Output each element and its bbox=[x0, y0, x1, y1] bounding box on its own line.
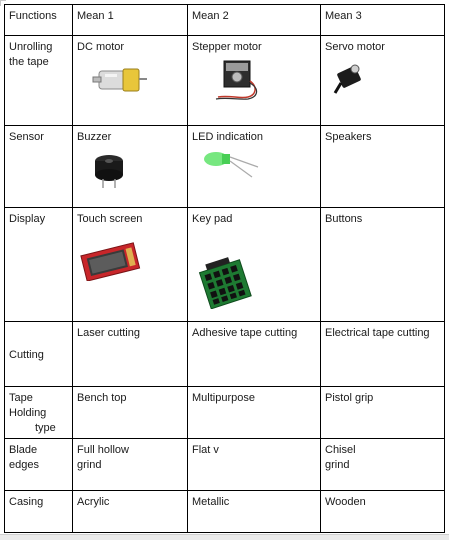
function-label-line-3: type bbox=[35, 422, 56, 434]
header-functions-label: Functions bbox=[9, 10, 57, 22]
function-label-casing: Casing bbox=[9, 496, 44, 508]
row-sensor: Sensor Buzzer LED indication Speakers bbox=[4, 125, 445, 208]
mean-cell-wooden: Wooden bbox=[320, 490, 445, 533]
mean-cell-acrylic: Acrylic bbox=[72, 490, 188, 533]
mean-label-line-1: Full hollow bbox=[77, 444, 129, 456]
function-cell-cutting: Cutting bbox=[4, 321, 73, 387]
mean-label-line-1: Chisel bbox=[325, 444, 356, 456]
mean-cell-stepper-motor: Stepper motor bbox=[187, 35, 321, 126]
function-cell-display: Display bbox=[4, 207, 73, 322]
mean-label-dc-motor: DC motor bbox=[77, 41, 125, 53]
mean-cell-metallic: Metallic bbox=[187, 490, 321, 533]
mean-label-buzzer: Buzzer bbox=[77, 131, 112, 143]
mean-cell-full-hollow-grind: Full hollow grind bbox=[72, 438, 188, 491]
row-casing: Casing Acrylic Metallic Wooden bbox=[4, 490, 445, 533]
row-cutting: Cutting Laser cutting Adhesive tape cutt… bbox=[4, 321, 445, 387]
function-label-line-1: Unrolling bbox=[9, 41, 53, 53]
buzzer-image bbox=[95, 155, 123, 188]
function-cell-sensor: Sensor bbox=[4, 125, 73, 208]
function-label-line-1: Blade bbox=[9, 444, 38, 456]
function-label-display: Display bbox=[9, 213, 46, 225]
morphological-chart-table: Functions Mean 1 Mean 2 Mean 3 Unrolling… bbox=[4, 4, 445, 533]
mean-label-multipurpose: Multipurpose bbox=[192, 392, 255, 404]
row-unrolling: Unrolling the tape DC motor Stepper moto… bbox=[4, 35, 445, 126]
page-corner-mark bbox=[0, 0, 6, 6]
mean-label-pistol-grip: Pistol grip bbox=[325, 392, 374, 404]
function-label-line-2: edges bbox=[9, 459, 39, 471]
mean-label-line-2: grind bbox=[325, 459, 350, 471]
mean-label-metallic: Metallic bbox=[192, 496, 230, 508]
dc-motor-image bbox=[92, 68, 147, 92]
mean-label-speakers: Speakers bbox=[325, 131, 372, 143]
mean-label-stepper-motor: Stepper motor bbox=[192, 41, 262, 53]
function-cell-tape-holding: Tape Holding type bbox=[4, 386, 73, 439]
mean-label-servo-motor: Servo motor bbox=[325, 41, 385, 53]
mean-label-acrylic: Acrylic bbox=[77, 496, 110, 508]
mean-label-touch-screen: Touch screen bbox=[77, 213, 143, 225]
header-mean-1-label: Mean 1 bbox=[77, 10, 114, 22]
servo-motor-image bbox=[333, 64, 361, 94]
function-label-cutting: Cutting bbox=[9, 348, 44, 361]
header-mean-3-label: Mean 3 bbox=[325, 10, 362, 22]
mean-cell-laser-cutting: Laser cutting bbox=[72, 321, 188, 387]
mean-label-electrical-tape-cutting: Electrical tape cutting bbox=[325, 327, 430, 339]
mean-cell-multipurpose: Multipurpose bbox=[187, 386, 321, 439]
document-bottom-edge bbox=[0, 534, 449, 540]
stepper-motor-image bbox=[215, 60, 258, 100]
mean-cell-buzzer: Buzzer bbox=[72, 125, 188, 208]
mean-cell-bench-top: Bench top bbox=[72, 386, 188, 439]
function-label-line-2: Holding bbox=[9, 407, 47, 419]
row-blade-edges: Blade edges Full hollow grind Flat v Chi… bbox=[4, 438, 445, 491]
mean-cell-speakers: Speakers bbox=[320, 125, 445, 208]
mean-cell-electrical-tape-cutting: Electrical tape cutting bbox=[320, 321, 445, 387]
green-led-image bbox=[204, 152, 259, 178]
row-display: Display Touch screen Key pad bbox=[4, 207, 445, 322]
mean-cell-flat-v: Flat v bbox=[187, 438, 321, 491]
header-mean-2-label: Mean 2 bbox=[192, 10, 229, 22]
mean-label-bench-top: Bench top bbox=[77, 392, 127, 404]
function-cell-unrolling: Unrolling the tape bbox=[4, 35, 73, 126]
header-mean-3: Mean 3 bbox=[320, 4, 445, 36]
row-tape-holding: Tape Holding type Bench top Multipurpose… bbox=[4, 386, 445, 439]
function-label-line-2: the tape bbox=[9, 56, 49, 68]
mean-label-laser-cutting: Laser cutting bbox=[77, 327, 140, 339]
mean-cell-dc-motor: DC motor bbox=[72, 35, 188, 126]
mean-cell-chisel-grind: Chisel grind bbox=[320, 438, 445, 491]
touch-screen-image bbox=[80, 242, 141, 281]
mean-cell-led-indication: LED indication bbox=[187, 125, 321, 208]
mean-label-key-pad: Key pad bbox=[192, 213, 233, 225]
mean-label-flat-v: Flat v bbox=[192, 444, 219, 456]
function-label-line-1: Tape bbox=[9, 392, 33, 404]
mean-label-wooden: Wooden bbox=[325, 496, 366, 508]
keypad-image bbox=[198, 257, 252, 309]
mean-label-buttons: Buttons bbox=[325, 213, 363, 225]
function-cell-casing: Casing bbox=[4, 490, 73, 533]
header-mean-2: Mean 2 bbox=[187, 4, 321, 36]
mean-label-adhesive-tape-cutting: Adhesive tape cutting bbox=[192, 327, 298, 339]
header-row: Functions Mean 1 Mean 2 Mean 3 bbox=[4, 4, 445, 36]
mean-cell-touch-screen: Touch screen bbox=[72, 207, 188, 322]
header-mean-1: Mean 1 bbox=[72, 4, 188, 36]
mean-cell-key-pad: Key pad bbox=[187, 207, 321, 322]
mean-cell-pistol-grip: Pistol grip bbox=[320, 386, 445, 439]
mean-label-line-2: grind bbox=[77, 459, 102, 471]
function-label-sensor: Sensor bbox=[9, 131, 44, 143]
mean-label-led-indication: LED indication bbox=[192, 131, 263, 143]
mean-cell-servo-motor: Servo motor bbox=[320, 35, 445, 126]
function-cell-blade-edges: Blade edges bbox=[4, 438, 73, 491]
mean-cell-adhesive-tape-cutting: Adhesive tape cutting bbox=[187, 321, 321, 387]
header-functions: Functions bbox=[4, 4, 73, 36]
mean-cell-buttons: Buttons bbox=[320, 207, 445, 322]
